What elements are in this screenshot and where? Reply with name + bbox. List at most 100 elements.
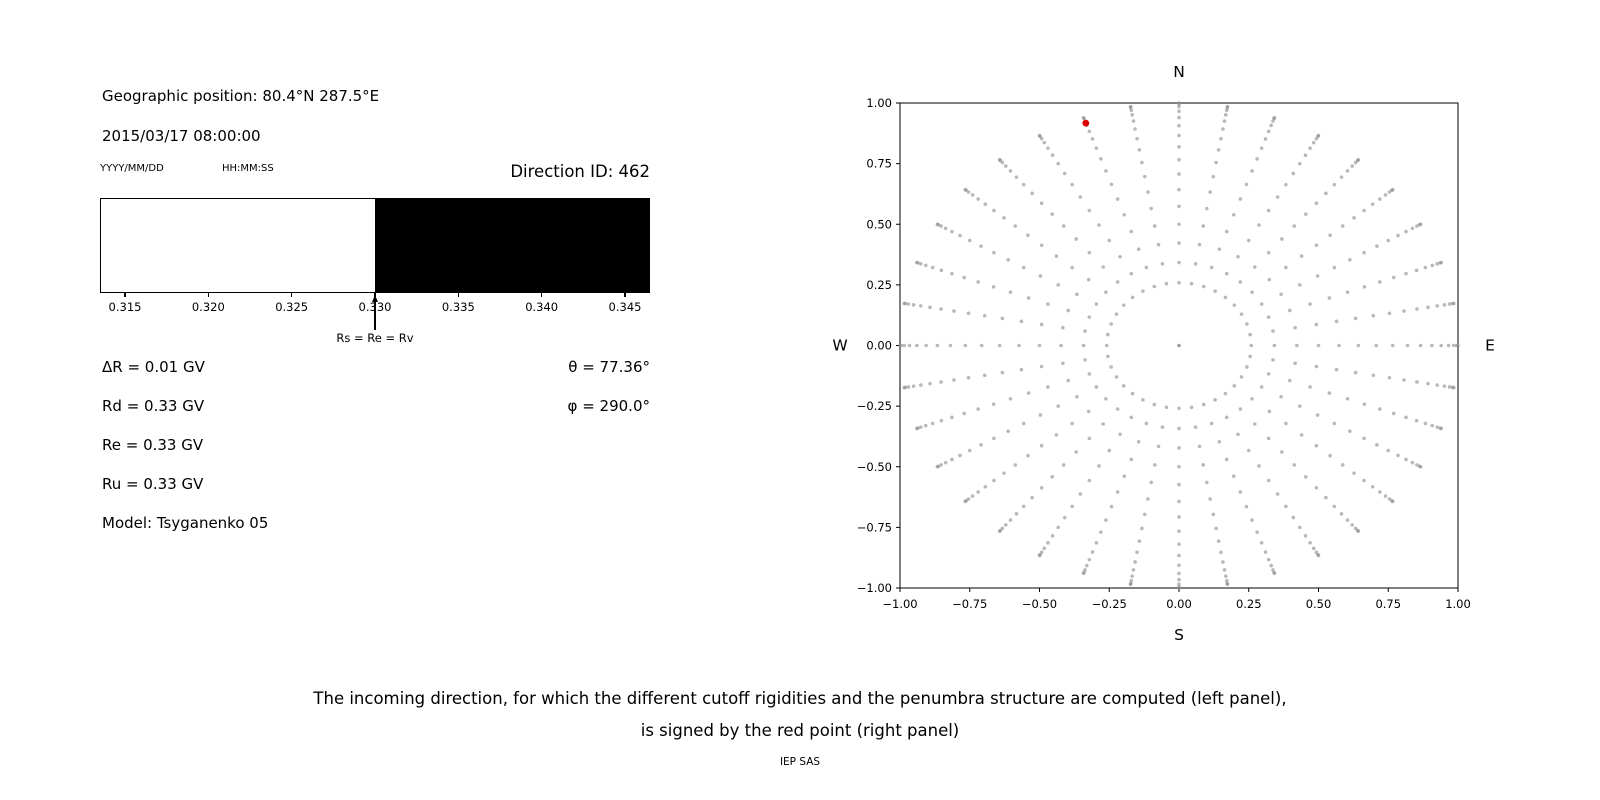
direction-dot bbox=[1094, 385, 1099, 389]
direction-dot bbox=[1337, 343, 1341, 348]
direction-dot bbox=[1298, 283, 1302, 287]
direction-dot bbox=[1000, 370, 1005, 375]
direction-dot bbox=[1090, 550, 1095, 554]
direction-dot bbox=[1236, 254, 1240, 259]
penumbra-axis: Rs = Re = Rv 0.315 0.320 0.325 0.330 0.335 0.… bbox=[100, 293, 650, 355]
direction-dot bbox=[1266, 315, 1271, 319]
direction-dot bbox=[1130, 391, 1135, 396]
penumbra-bar bbox=[100, 198, 650, 293]
direction-dot bbox=[906, 385, 911, 389]
direction-dot bbox=[1177, 133, 1181, 138]
direction-dot bbox=[1104, 169, 1108, 173]
direction-dot bbox=[915, 426, 919, 431]
direction-dot bbox=[1115, 407, 1120, 411]
direction-dot bbox=[1026, 233, 1030, 238]
direction-dot bbox=[1446, 343, 1451, 348]
direction-dot bbox=[1245, 322, 1249, 326]
x-tick-label: 0.25 bbox=[1236, 597, 1262, 611]
model-label: Model: Tsyganenko 05 bbox=[102, 514, 269, 532]
direction-dot bbox=[1019, 367, 1024, 372]
direction-dot bbox=[1356, 343, 1361, 348]
direction-dot bbox=[1101, 265, 1106, 269]
direction-dot bbox=[1217, 247, 1222, 251]
direction-dot bbox=[939, 224, 943, 228]
direction-dot bbox=[948, 343, 953, 348]
direction-dot bbox=[1118, 432, 1122, 437]
direction-dot bbox=[1006, 429, 1010, 434]
direction-dot bbox=[915, 343, 919, 348]
direction-dot bbox=[1362, 436, 1366, 441]
direction-dot bbox=[1316, 553, 1321, 558]
direction-dot bbox=[1327, 391, 1332, 395]
direction-dot bbox=[1204, 206, 1209, 211]
x-tick-label: −1.00 bbox=[882, 597, 917, 611]
direction-dot bbox=[1352, 216, 1356, 220]
direction-dot bbox=[1021, 504, 1026, 509]
direction-dot bbox=[1231, 212, 1236, 217]
direction-dot bbox=[1087, 372, 1092, 376]
direction-dot bbox=[992, 436, 996, 441]
direction-dot bbox=[943, 460, 948, 465]
direction-dot bbox=[1371, 313, 1376, 318]
direction-dot bbox=[1046, 385, 1050, 389]
direction-dot bbox=[1070, 421, 1074, 426]
direction-dot bbox=[1109, 365, 1113, 369]
direction-dot bbox=[1257, 464, 1261, 468]
direction-dot bbox=[1177, 499, 1181, 504]
direction-dot bbox=[1430, 423, 1435, 428]
direction-dot bbox=[1050, 534, 1055, 538]
direction-dot bbox=[1046, 146, 1050, 150]
direction-dot bbox=[983, 484, 988, 489]
direction-dot bbox=[1308, 146, 1312, 150]
direction-dot bbox=[1426, 381, 1430, 386]
direction-dot bbox=[1332, 504, 1337, 509]
direction-dot bbox=[1447, 302, 1452, 306]
direction-dot bbox=[1332, 421, 1337, 426]
direction-dot bbox=[950, 271, 954, 276]
direction-dot bbox=[1136, 440, 1141, 444]
direction-dot bbox=[1197, 444, 1202, 449]
direction-dot bbox=[1177, 563, 1181, 568]
direction-dot bbox=[1362, 402, 1367, 406]
direction-dot bbox=[1133, 127, 1137, 131]
direction-dot bbox=[1050, 475, 1054, 479]
direction-dot bbox=[1137, 148, 1142, 152]
direction-dot bbox=[1039, 443, 1044, 448]
x-tick-label: 0.00 bbox=[1166, 597, 1192, 611]
direction-dot bbox=[1238, 197, 1243, 201]
direction-dot bbox=[1328, 453, 1332, 458]
direction-dot bbox=[1104, 290, 1108, 294]
direction-dot bbox=[1211, 512, 1216, 517]
direction-dot bbox=[1189, 405, 1194, 410]
direction-dot bbox=[976, 407, 980, 411]
phi-value: φ = 290.0° bbox=[567, 397, 650, 415]
direction-dot bbox=[1314, 486, 1319, 490]
direction-dot bbox=[1149, 206, 1154, 211]
direction-dot bbox=[1383, 494, 1388, 498]
direction-dot bbox=[1267, 409, 1272, 414]
y-tick-label: 0.00 bbox=[866, 339, 892, 353]
direction-dot bbox=[1201, 284, 1206, 289]
direction-dot bbox=[1353, 316, 1358, 321]
direction-dot bbox=[1370, 202, 1375, 207]
direction-dot bbox=[1130, 295, 1135, 300]
arrow-head-icon bbox=[371, 295, 378, 302]
direction-dot bbox=[1314, 322, 1319, 327]
direction-dot bbox=[982, 373, 987, 378]
direction-dot bbox=[1129, 415, 1134, 420]
direction-dot bbox=[1042, 140, 1047, 145]
direction-dot bbox=[1106, 354, 1110, 359]
penumbra-tick-mark bbox=[374, 293, 376, 297]
direction-dot bbox=[1311, 140, 1316, 145]
direction-dot bbox=[1189, 281, 1194, 286]
direction-dot bbox=[1177, 204, 1181, 209]
direction-dot bbox=[924, 343, 928, 348]
direction-dot bbox=[919, 425, 923, 429]
direction-dot bbox=[1298, 404, 1302, 408]
direction-dot bbox=[1087, 250, 1092, 255]
direction-dot bbox=[1164, 281, 1169, 286]
direction-dot bbox=[1109, 182, 1114, 187]
geographic-position-text: Geographic position: 80.4°N 287.5°E bbox=[102, 87, 380, 105]
direction-dot bbox=[1316, 343, 1321, 348]
